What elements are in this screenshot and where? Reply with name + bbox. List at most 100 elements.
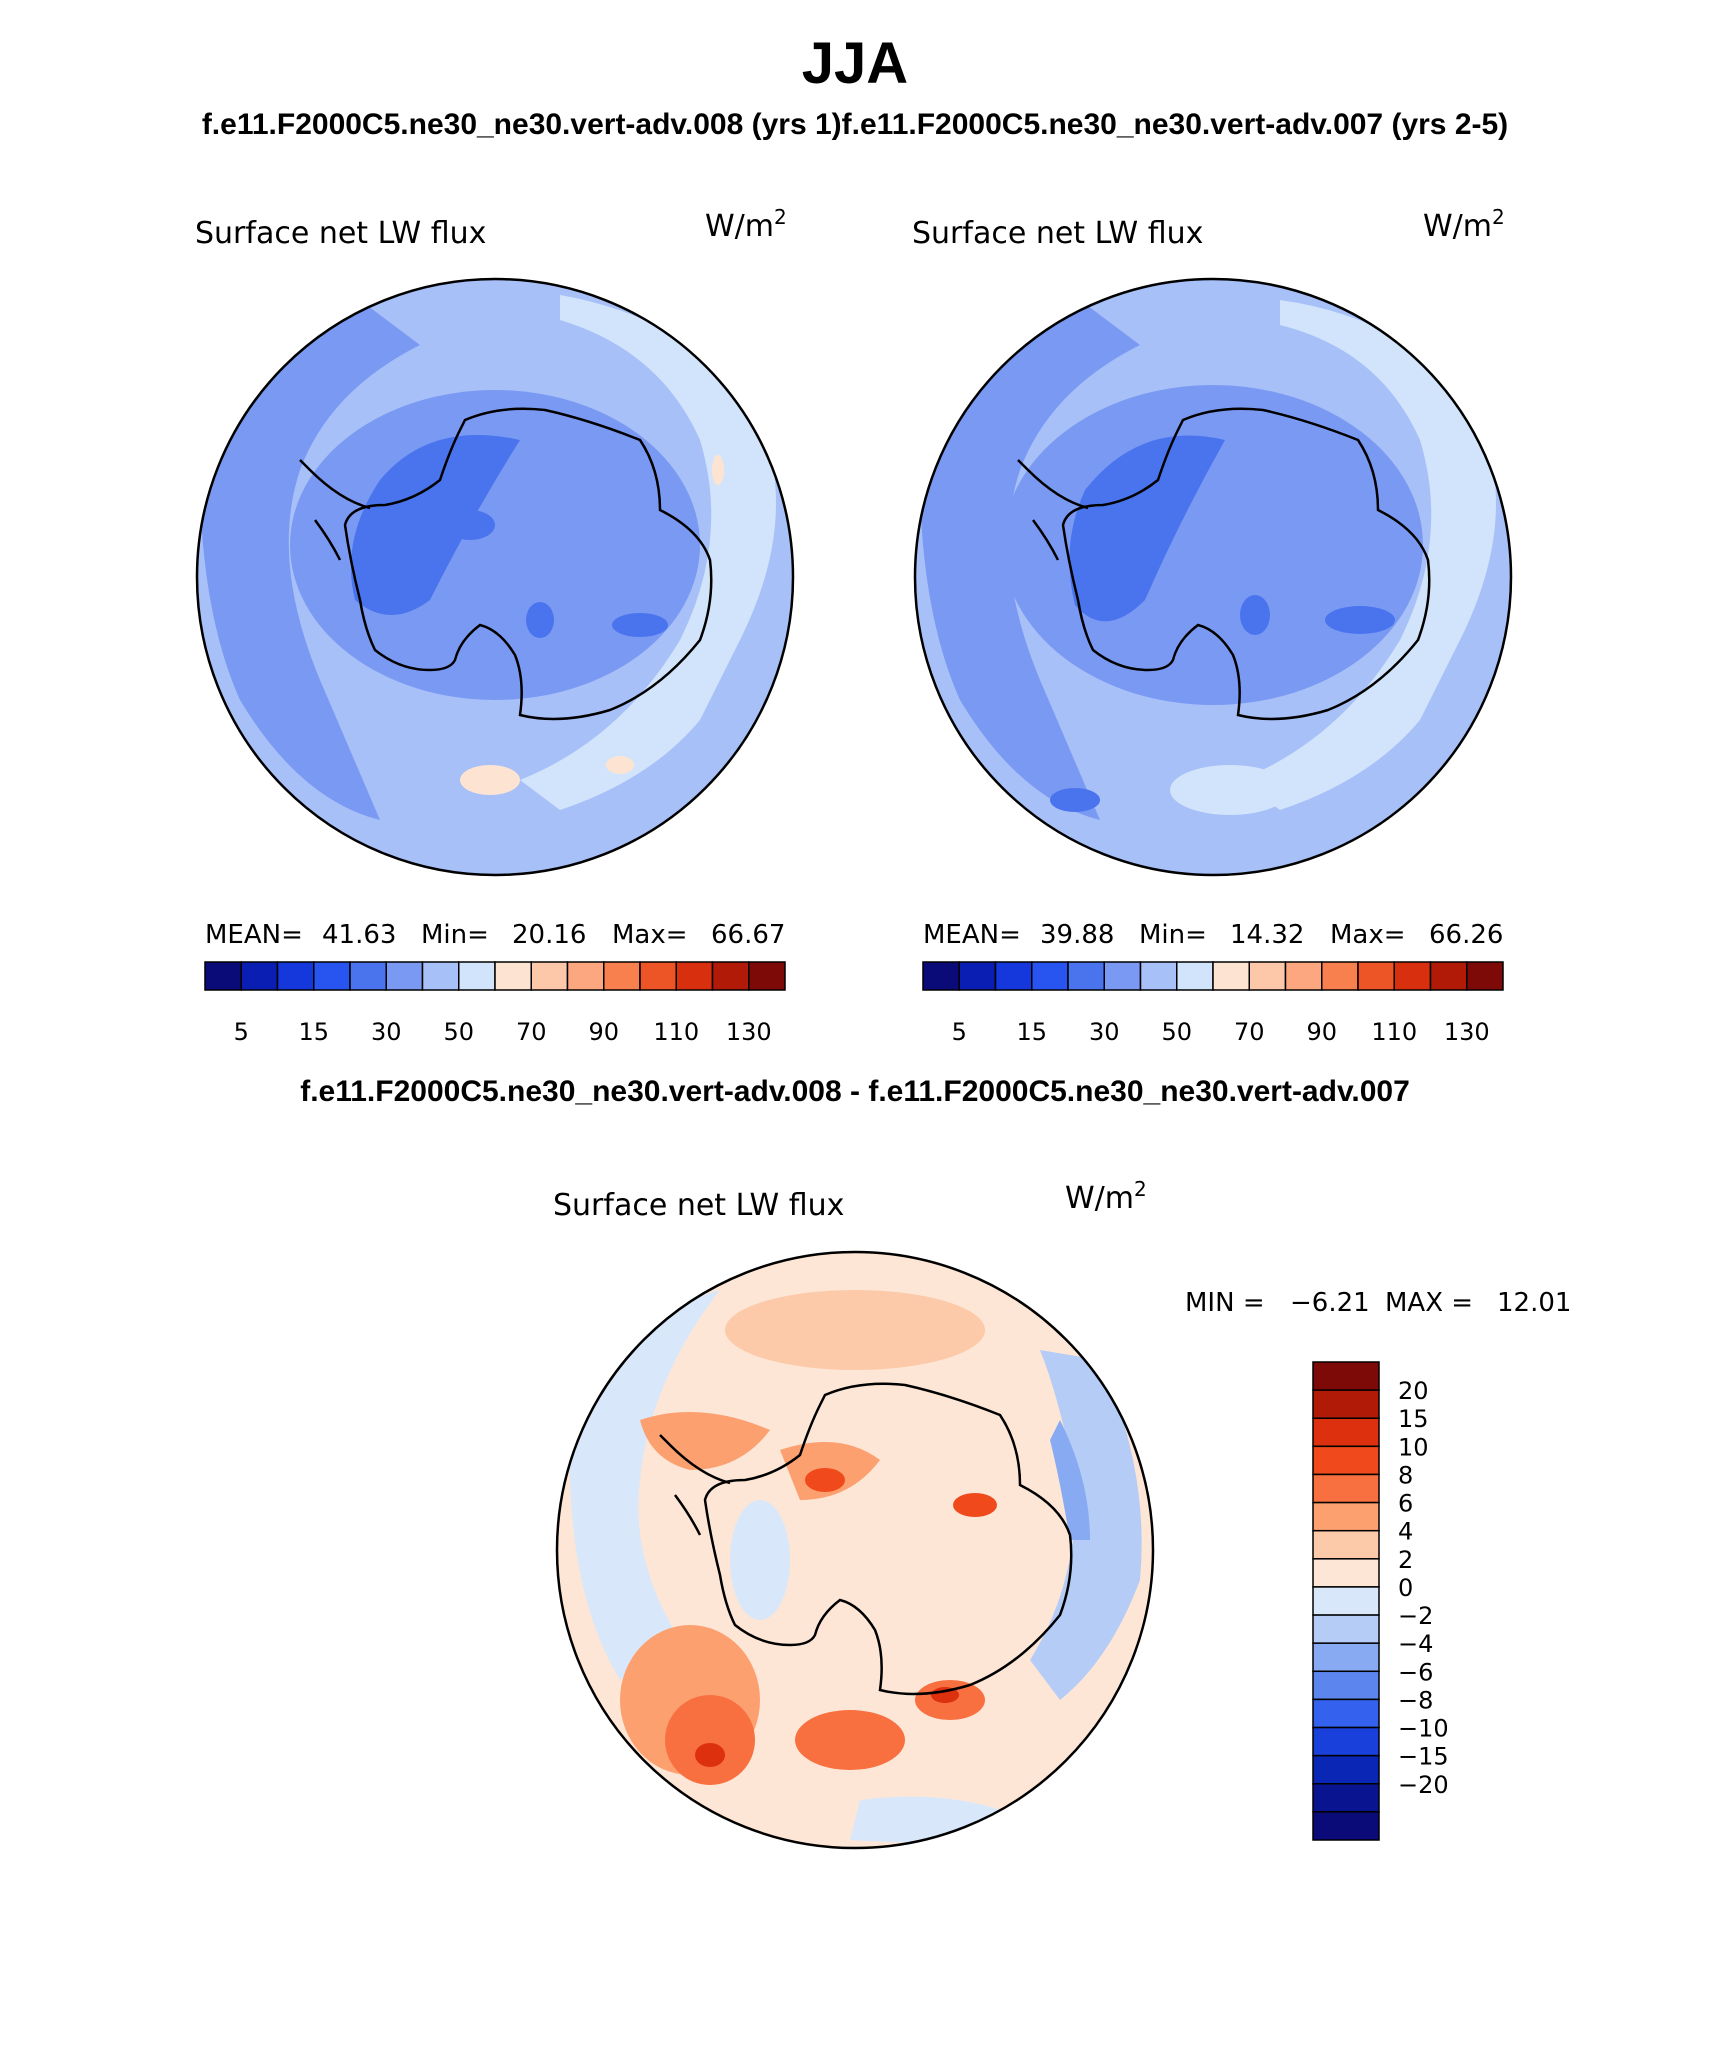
right-colorbar-swatch bbox=[1176, 961, 1214, 991]
right-colorbar-swatch bbox=[1067, 961, 1105, 991]
diff-colorbar-tick-label: −20 bbox=[1398, 1771, 1449, 1799]
left-colorbar-swatch bbox=[458, 961, 496, 991]
right-variable-label: Surface net LW flux bbox=[912, 216, 1203, 251]
right-coastline bbox=[1017, 407, 1431, 721]
left-colorbar-tick-label: 70 bbox=[516, 1018, 547, 1046]
diff-colorbar-swatch bbox=[1312, 1698, 1380, 1729]
left-colorbar-tick-label: 5 bbox=[234, 1018, 249, 1046]
right-min-label: Min= bbox=[1139, 920, 1207, 950]
diff-colorbar-tick-label: −6 bbox=[1398, 1658, 1433, 1686]
diff-colorbar-swatch bbox=[1312, 1417, 1380, 1448]
left-colorbar-swatch bbox=[603, 961, 641, 991]
right-colorbar-swatch bbox=[1248, 961, 1287, 991]
right-colorbar-tick-label: 30 bbox=[1089, 1018, 1120, 1046]
left-units-label: W/m2 bbox=[705, 205, 787, 244]
left-colorbar-swatch bbox=[494, 961, 532, 991]
diff-colorbar-tick-label: −8 bbox=[1398, 1686, 1433, 1714]
left-colorbar-swatch bbox=[639, 961, 677, 991]
right-colorbar-swatch bbox=[994, 961, 1033, 991]
diff-colorbar-swatch bbox=[1312, 1726, 1380, 1757]
right-units-label: W/m2 bbox=[1423, 205, 1505, 244]
left-colorbar-swatch bbox=[530, 961, 569, 991]
left-mean-value: 41.63 bbox=[322, 920, 396, 950]
left-colorbar-swatch bbox=[204, 961, 242, 991]
diff-map-outline bbox=[555, 1250, 1155, 1850]
diff-colorbar-tick-label: 6 bbox=[1398, 1490, 1413, 1518]
left-colorbar-swatch bbox=[675, 961, 714, 991]
right-min-value: 14.32 bbox=[1230, 920, 1304, 950]
diff-colorbar-tick-label: 20 bbox=[1398, 1377, 1429, 1405]
diff-colorbar-tick-label: −10 bbox=[1398, 1715, 1449, 1743]
main-title: JJA bbox=[801, 31, 909, 96]
right-panel: Surface net LW flux W/m2 MEAN= 39.88 Min… bbox=[912, 205, 1513, 1046]
left-colorbar-swatch bbox=[421, 961, 460, 991]
diff-units-label: W/m2 bbox=[1065, 1177, 1147, 1216]
diff-colorbar-swatch bbox=[1312, 1473, 1380, 1504]
left-min-label: Min= bbox=[421, 920, 489, 950]
diff-colorbar-tick-label: 10 bbox=[1398, 1433, 1429, 1461]
diff-colorbar-swatch bbox=[1312, 1783, 1380, 1813]
left-colorbar-swatch bbox=[385, 961, 424, 991]
left-colorbar-swatch bbox=[240, 961, 279, 991]
diff-coastline bbox=[659, 1382, 1073, 1696]
diff-colorbar-swatch bbox=[1312, 1389, 1380, 1419]
diff-colorbar-swatch bbox=[1312, 1445, 1380, 1476]
right-colorbar-tick-label: 50 bbox=[1161, 1018, 1192, 1046]
diff-max-value: 12.01 bbox=[1497, 1288, 1571, 1318]
left-colorbar-tick-label: 110 bbox=[653, 1018, 699, 1046]
diff-colorbar-tick-label: 15 bbox=[1398, 1405, 1429, 1433]
left-panel: Surface net LW flux W/m2 MEAN= 41.63 Min… bbox=[195, 205, 795, 1046]
diff-colorbar-swatch bbox=[1312, 1529, 1380, 1560]
left-colorbar-swatch bbox=[748, 961, 786, 991]
diff-colorbar-swatch bbox=[1312, 1811, 1380, 1841]
case-titles: f.e11.F2000C5.ne30_ne30.vert-adv.008 (yr… bbox=[201, 108, 1509, 141]
left-variable-label: Surface net LW flux bbox=[195, 216, 486, 251]
right-colorbar-swatch bbox=[1103, 961, 1142, 991]
right-colorbar-tick-label: 90 bbox=[1306, 1018, 1337, 1046]
right-colorbar-swatch bbox=[1321, 961, 1359, 991]
right-max-value: 66.26 bbox=[1429, 920, 1503, 950]
right-stats-line: MEAN= 39.88 Min= 14.32 Max= 66.26 bbox=[923, 920, 1503, 950]
diff-variable-label: Surface net LW flux bbox=[553, 1188, 844, 1223]
left-colorbar-tick-label: 50 bbox=[443, 1018, 474, 1046]
left-colorbar-tick-label: 30 bbox=[371, 1018, 402, 1046]
diff-min-value: −6.21 bbox=[1290, 1288, 1370, 1318]
diff-colorbar-tick-label: 8 bbox=[1398, 1461, 1413, 1489]
right-colorbar-swatch bbox=[1429, 961, 1468, 991]
left-colorbar-swatch bbox=[276, 961, 315, 991]
diff-colorbar-swatch bbox=[1312, 1586, 1380, 1616]
right-colorbar-swatch bbox=[1393, 961, 1432, 991]
right-max-label: Max= bbox=[1330, 920, 1406, 950]
diff-colorbar-tick-label: 2 bbox=[1398, 1546, 1413, 1574]
right-colorbar-swatch bbox=[1284, 961, 1323, 991]
right-colorbar-tick-label: 5 bbox=[952, 1018, 967, 1046]
right-colorbar-swatch bbox=[1357, 961, 1395, 991]
left-colorbar-tick-label: 90 bbox=[588, 1018, 619, 1046]
right-mean-value: 39.88 bbox=[1040, 920, 1114, 950]
diff-colorbar-swatch bbox=[1312, 1754, 1380, 1785]
diff-colorbar-swatch bbox=[1312, 1614, 1380, 1644]
left-colorbar-swatch bbox=[566, 961, 605, 991]
diff-colorbar-tick-label: −4 bbox=[1398, 1630, 1433, 1658]
right-colorbar-tick-label: 130 bbox=[1444, 1018, 1490, 1046]
diff-colorbar-swatch bbox=[1312, 1642, 1380, 1673]
right-colorbar-swatch bbox=[1031, 961, 1069, 991]
diff-colorbar-swatch bbox=[1312, 1501, 1380, 1532]
right-colorbar-tick-label: 110 bbox=[1371, 1018, 1417, 1046]
left-min-value: 20.16 bbox=[512, 920, 586, 950]
diff-colorbar-swatch bbox=[1312, 1670, 1380, 1701]
left-colorbar-tick-label: 130 bbox=[726, 1018, 772, 1046]
diff-max-label: MAX = bbox=[1385, 1288, 1473, 1318]
left-map-outline bbox=[195, 277, 795, 877]
diff-min-label: MIN = bbox=[1185, 1288, 1265, 1318]
left-colorbar: 5 15 30 50 70 90 110 130 bbox=[204, 961, 786, 1046]
difference-panel: Surface net LW flux W/m2 bbox=[553, 1177, 1571, 1850]
diff-colorbar-swatch bbox=[1312, 1361, 1380, 1391]
diff-colorbar-swatch bbox=[1312, 1558, 1380, 1588]
left-mean-label: MEAN= bbox=[205, 920, 303, 950]
left-colorbar-swatch bbox=[711, 961, 750, 991]
left-max-label: Max= bbox=[612, 920, 688, 950]
right-colorbar-tick-label: 15 bbox=[1016, 1018, 1047, 1046]
